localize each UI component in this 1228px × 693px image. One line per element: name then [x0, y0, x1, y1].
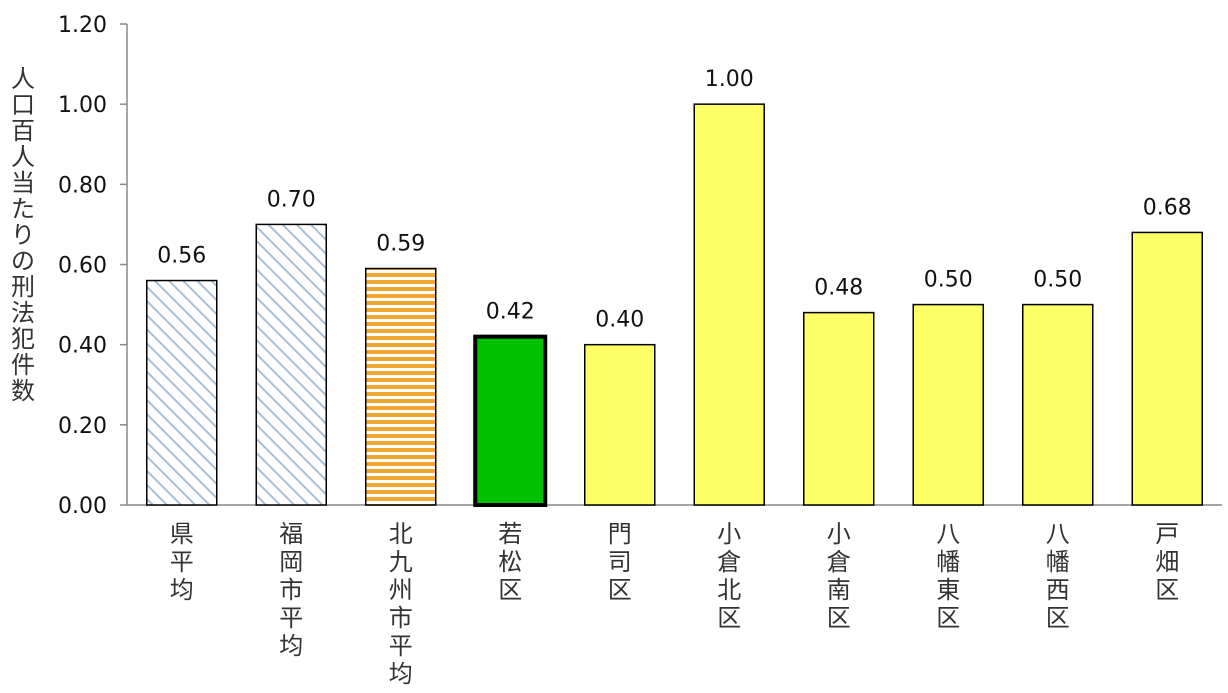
category-label: 若松区 [498, 520, 523, 604]
bar [1131, 231, 1203, 506]
data-label: 0.70 [267, 187, 316, 212]
category-label: 福岡市平均 [279, 520, 304, 660]
category-label: 八幡東区 [936, 520, 961, 632]
category-label: 北九州市平均 [388, 520, 413, 688]
category-label: 県平均 [169, 520, 194, 604]
bar [255, 223, 327, 506]
y-tick-label: 1.20 [58, 13, 107, 38]
y-tick-label: 0.60 [58, 254, 107, 279]
data-label: 0.50 [1033, 268, 1082, 293]
bar [473, 334, 548, 507]
y-tick-label: 0.80 [58, 173, 107, 198]
bar [365, 267, 437, 506]
data-label: 0.50 [924, 268, 973, 293]
bar [146, 279, 218, 506]
category-label: 八幡西区 [1045, 520, 1070, 632]
bar [1022, 303, 1094, 506]
data-label: 0.56 [157, 244, 206, 269]
y-tick-label: 1.00 [58, 93, 107, 118]
bar [912, 303, 984, 506]
data-label: 1.00 [705, 67, 754, 92]
bar [584, 343, 656, 506]
data-label: 0.48 [814, 276, 863, 301]
category-label: 小倉北区 [717, 520, 742, 632]
category-label: 門司区 [607, 520, 632, 604]
y-tick-label: 0.20 [58, 414, 107, 439]
data-label: 0.59 [376, 232, 425, 257]
bar [693, 103, 765, 506]
bar [803, 311, 875, 506]
y-tick-label: 0.40 [58, 334, 107, 359]
data-label: 0.42 [486, 300, 535, 325]
data-label: 0.40 [595, 308, 644, 333]
category-label: 小倉南区 [826, 520, 851, 632]
y-axis-label: 人口百人当たりの刑法犯件数 [11, 65, 35, 405]
category-label: 戸畑区 [1155, 520, 1180, 604]
data-label: 0.68 [1143, 195, 1192, 220]
y-tick-label: 0.00 [58, 494, 107, 519]
